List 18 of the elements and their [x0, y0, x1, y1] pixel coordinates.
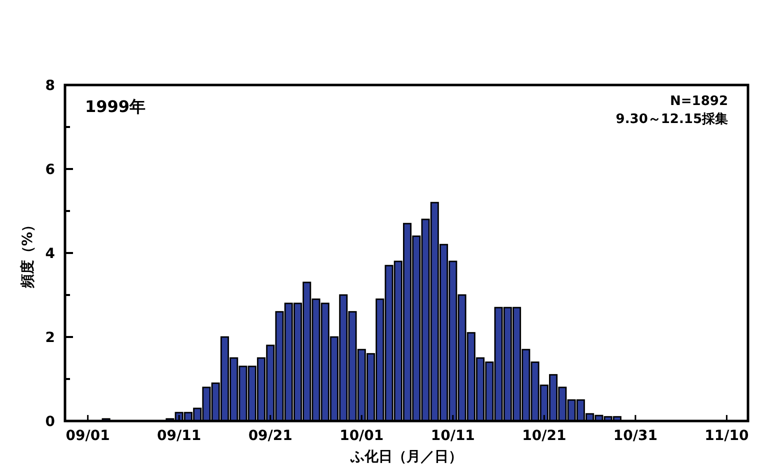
- annotation: N=1892: [670, 94, 728, 109]
- x-tick-label: 10/11: [430, 428, 475, 444]
- x-tick-label: 10/21: [522, 428, 566, 444]
- x-tick-label: 11/10: [704, 428, 749, 444]
- y-tick-label: 6: [45, 162, 55, 178]
- y-tick-label: 2: [45, 330, 55, 346]
- y-tick-label: 0: [45, 414, 56, 430]
- y-tick-label: 4: [45, 246, 56, 262]
- text: 1999年: [85, 97, 146, 116]
- annotation: 9.30～12.15採集: [616, 112, 728, 127]
- x-tick-label: 10/01: [340, 428, 384, 444]
- x-tick-label: 09/01: [66, 428, 110, 444]
- y-tick-label: 8: [45, 78, 55, 94]
- x-tick-label: 09/11: [157, 428, 202, 444]
- x-axis-title: ふ化日（月／日）: [350, 449, 462, 465]
- x-tick-label: 09/21: [248, 428, 292, 444]
- x-tick-label: 10/31: [613, 428, 658, 444]
- y-axis-title: 頻度（%）: [19, 218, 36, 290]
